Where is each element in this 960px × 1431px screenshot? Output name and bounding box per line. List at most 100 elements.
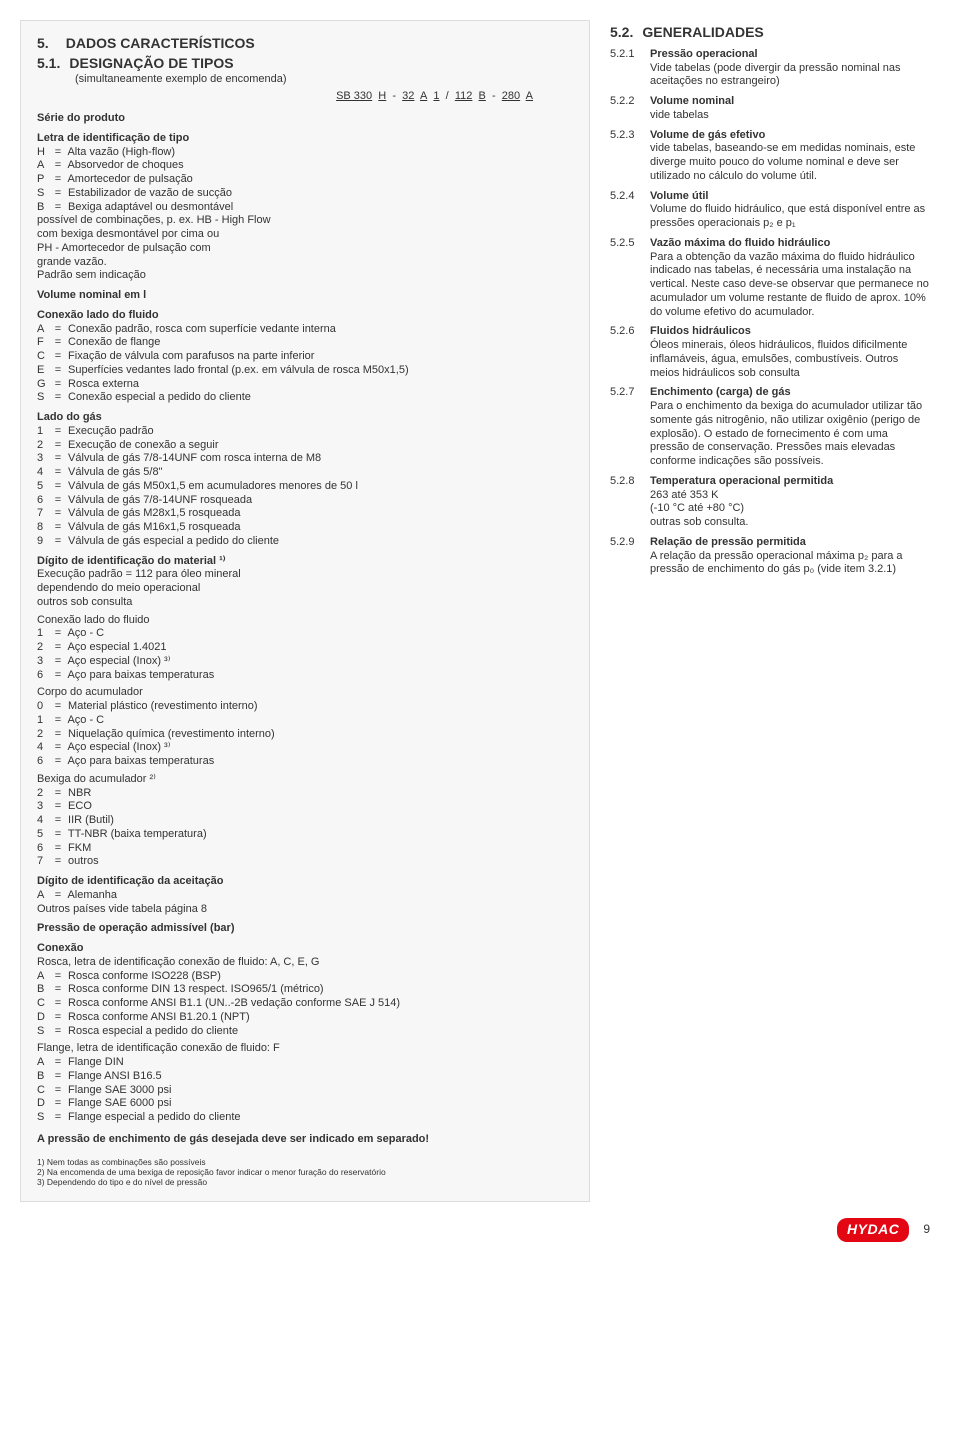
group-note: dependendo do meio operacional [37,582,573,596]
definition-line: 3= Válvula de gás 7/8-14UNF com rosca in… [37,452,573,466]
definition-line: 6= Válvula de gás 7/8-14UNF rosqueada [37,494,573,508]
group-title: Conexão lado do fluido [37,309,573,323]
definition-line: B= Bexiga adaptável ou desmontável [37,201,573,215]
group-note: Outros países vide tabela página 8 [37,903,573,917]
definition-line: C= Flange SAE 3000 psi [37,1084,573,1098]
group-title: Letra de identificação de tipo [37,132,573,146]
definition-line: S= Conexão especial a pedido do cliente [37,391,573,405]
definition-line: B= Rosca conforme DIN 13 respect. ISO965… [37,983,573,997]
group-title: Volume nominal em l [37,289,573,303]
item-body: Para a obtenção da vazão máxima do fluid… [650,251,930,320]
section-5-2-title: GENERALIDADES [642,24,763,40]
definition-line: 6= Aço para baixas temperaturas [37,755,573,769]
generalidades-item: 5.2.5Vazão máxima do fluido hidráulicoPa… [610,237,930,320]
group-title: Dígito de identificação do material ¹⁾ [37,555,573,569]
item-number: 5.2.6 [610,325,650,380]
definition-line: D= Flange SAE 6000 psi [37,1097,573,1111]
definition-line: 7= outros [37,855,573,869]
definition-line: A= Alemanha [37,889,573,903]
generalidades-item: 5.2.1Pressão operacionalVide tabelas (po… [610,48,930,89]
definition-group: Conexão lado do fluidoA= Conexão padrão,… [37,309,573,405]
definition-line: 7= Válvula de gás M28x1,5 rosqueada [37,507,573,521]
definition-line: B= Flange ANSI B16.5 [37,1070,573,1084]
page-footer: HYDAC 9 [20,1218,930,1242]
definition-group: ConexãoRosca, letra de identificação con… [37,942,573,1125]
generalidades-item: 5.2.6Fluidos hidráulicosÓleos minerais, … [610,325,930,380]
definition-group: Pressão de operação admissível (bar) [37,922,573,936]
page-number: 9 [923,1222,930,1237]
item-title: Temperatura operacional permitida [650,475,930,489]
definition-line: 8= Válvula de gás M16x1,5 rosqueada [37,521,573,535]
definition-line: 1= Aço - C [37,627,573,641]
definition-group: Série do produto [37,112,573,126]
generalidades-item: 5.2.4Volume útilVolume do fluido hidrául… [610,190,930,231]
definition-line: F= Conexão de flange [37,336,573,350]
item-number: 5.2.4 [610,190,650,231]
generalidades-item: 5.2.9Relação de pressão permitidaA relaç… [610,536,930,577]
item-number: 5.2.5 [610,237,650,320]
item-number: 5.2.1 [610,48,650,89]
item-title: Enchimento (carga) de gás [650,386,930,400]
group-title: Dígito de identificação da aceitação [37,875,573,889]
item-title: Vazão máxima do fluido hidráulico [650,237,930,251]
definition-line: 2= Execução de conexão a seguir [37,439,573,453]
group-title: Lado do gás [37,411,573,425]
group-title: Pressão de operação admissível (bar) [37,922,573,936]
subsection-number: 5.1. [37,55,60,71]
footnote-2: 2) Na encomenda de uma bexiga de reposiç… [37,1167,573,1177]
definition-line: A= Rosca conforme ISO228 (BSP) [37,970,573,984]
definition-line: 5= TT-NBR (baixa temperatura) [37,828,573,842]
subsection-caption: (simultaneamente exemplo de encomenda) [75,73,573,87]
definition-line: C= Rosca conforme ANSI B1.1 (UN..-2B ved… [37,997,573,1011]
section-5-2-number: 5.2. [610,24,633,40]
definition-line: 2= Niquelação química (revestimento inte… [37,728,573,742]
subgroup-title: Bexiga do acumulador ²⁾ [37,773,573,787]
footnotes: 1) Nem todas as combinações são possívei… [37,1157,573,1188]
definition-line: S= Rosca especial a pedido do cliente [37,1025,573,1039]
definition-line: 2= Aço especial 1.4021 [37,641,573,655]
designation-code: SB 330 H - 32 A 1 / 112 B - 280 A [75,90,573,104]
item-body: 263 até 353 K (-10 °C até +80 °C) outras… [650,489,930,530]
section-5-2-heading: 5.2. GENERALIDADES [610,24,930,42]
section-5-heading: 5. DADOS CARACTERÍSTICOS [37,35,573,53]
subsection-5-1-heading: 5.1. DESIGNAÇÃO DE TIPOS (simultaneament… [37,55,573,87]
item-title: Relação de pressão permitida [650,536,930,550]
definition-line: C= Fixação de válvula com parafusos na p… [37,350,573,364]
definition-line: 4= IIR (Butil) [37,814,573,828]
definition-group: Lado do gás1= Execução padrão2= Execução… [37,411,573,549]
definition-group: Letra de identificação de tipoH= Alta va… [37,132,573,283]
generalidades-item: 5.2.8Temperatura operacional permitida26… [610,475,930,530]
right-column: 5.2. GENERALIDADES 5.2.1Pressão operacio… [610,20,930,1202]
generalidades-item: 5.2.3Volume de gás efetivovide tabelas, … [610,129,930,184]
subgroup-title: Conexão lado do fluido [37,614,573,628]
definition-line: 3= Aço especial (Inox) ³⁾ [37,655,573,669]
generalidades-item: 5.2.7Enchimento (carga) de gásPara o enc… [610,386,930,469]
item-body: Para o enchimento da bexiga do acumulado… [650,400,930,469]
item-title: Pressão operacional [650,48,930,62]
group-note: outros sob consulta [37,596,573,610]
definition-group: Dígito de identificação do material ¹⁾Ex… [37,555,573,870]
definition-line: 4= Válvula de gás 5/8" [37,466,573,480]
group-note: Padrão sem indicação [37,269,573,283]
definition-line: 2= NBR [37,787,573,801]
item-number: 5.2.9 [610,536,650,577]
item-title: Volume útil [650,190,930,204]
item-title: Volume nominal [650,95,930,109]
definition-group: Volume nominal em l [37,289,573,303]
definition-line: S= Flange especial a pedido do cliente [37,1111,573,1125]
definition-line: D= Rosca conforme ANSI B1.20.1 (NPT) [37,1011,573,1025]
hydac-logo: HYDAC [837,1218,909,1242]
item-number: 5.2.3 [610,129,650,184]
generalidades-item: 5.2.2Volume nominalvide tabelas [610,95,930,123]
footnote-1: 1) Nem todas as combinações são possívei… [37,1157,573,1167]
group-note: grande vazão. [37,256,573,270]
definition-line: A= Flange DIN [37,1056,573,1070]
item-title: Volume de gás efetivo [650,129,930,143]
group-note: PH - Amortecedor de pulsação com [37,242,573,256]
definition-line: 4= Aço especial (Inox) ³⁾ [37,741,573,755]
subgroup-title: Corpo do acumulador [37,686,573,700]
definition-line: E= Superfícies vedantes lado frontal (p.… [37,364,573,378]
item-body: A relação da pressão operacional máxima … [650,550,930,578]
item-body: vide tabelas [650,109,930,123]
definition-line: P= Amortecedor de pulsação [37,173,573,187]
